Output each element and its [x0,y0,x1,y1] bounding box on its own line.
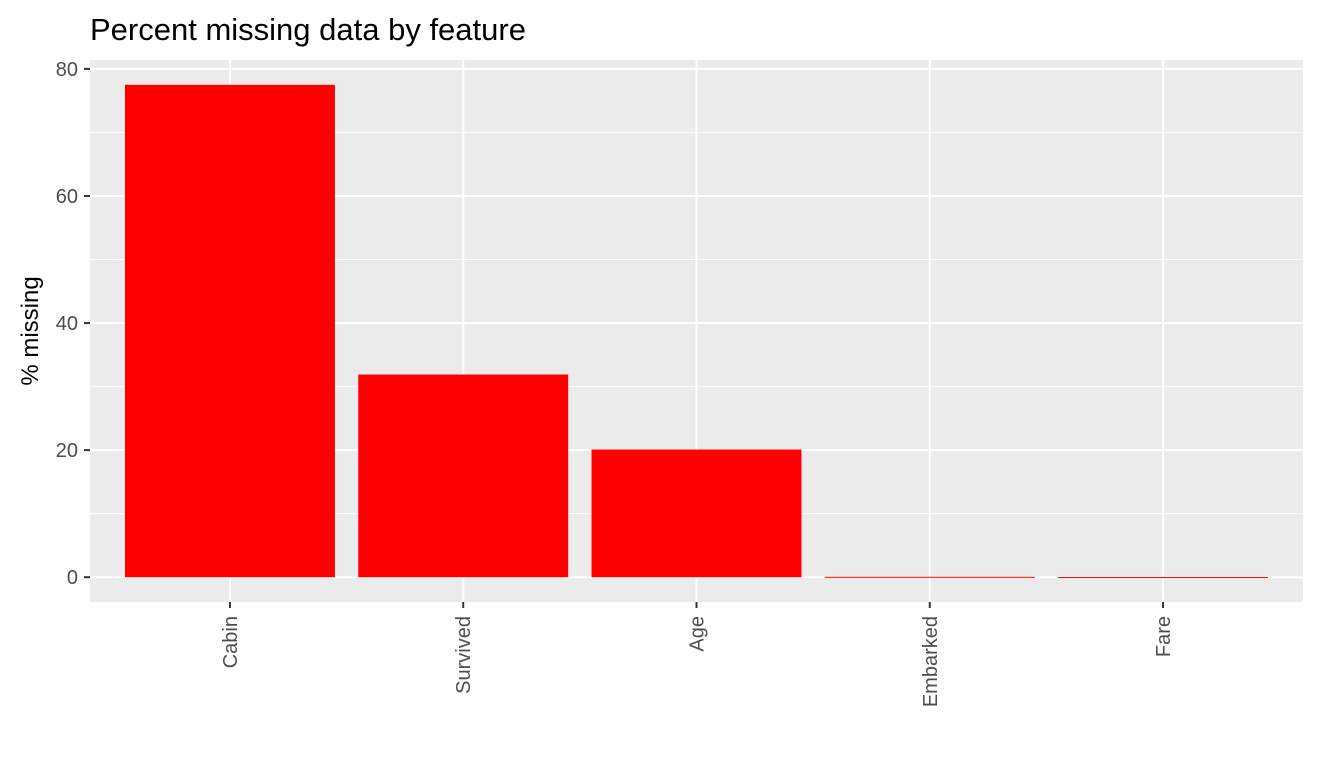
y-tick-label: 40 [56,313,78,335]
y-tick-label: 60 [56,186,78,208]
x-tick-label: Age [687,616,709,652]
bar-cabin [124,84,335,578]
y-tick-label: 0 [67,567,78,589]
x-tick-label: Cabin [220,616,242,668]
y-axis: 0 20 40 60 80 [56,59,90,589]
y-axis-label: % missing [17,276,44,385]
bars [124,84,1269,579]
x-axis: Cabin Survived Age Embarked Fare [220,602,1175,707]
x-tick-label: Embarked [920,616,942,707]
x-tick-label: Survived [453,616,475,694]
bar-embarked [824,576,1035,578]
y-tick-label: 20 [56,440,78,462]
bar-age [591,449,802,578]
bar-fare [1058,577,1269,579]
bar-survived [358,374,569,578]
y-tick-label: 80 [56,59,78,81]
x-tick-label: Fare [1153,616,1175,657]
chart-title: Percent missing data by feature [90,12,526,47]
